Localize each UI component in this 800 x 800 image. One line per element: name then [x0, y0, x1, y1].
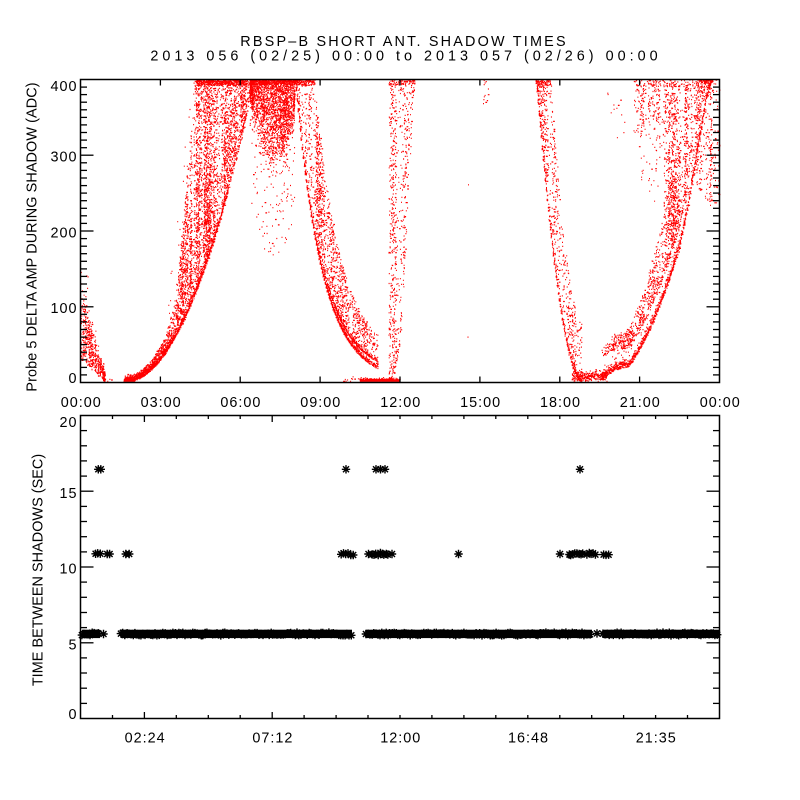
svg-text:400: 400 — [50, 79, 77, 95]
svg-text:03:00: 03:00 — [141, 395, 182, 411]
svg-text:00:00: 00:00 — [700, 395, 741, 411]
svg-text:5: 5 — [68, 638, 77, 654]
svg-text:100: 100 — [50, 301, 77, 317]
svg-text:15:00: 15:00 — [460, 395, 501, 411]
svg-text:21:35: 21:35 — [636, 731, 677, 747]
svg-text:06:00: 06:00 — [220, 395, 261, 411]
svg-text:12:00: 12:00 — [380, 731, 421, 747]
svg-text:02:24: 02:24 — [125, 731, 166, 747]
svg-text:0: 0 — [68, 707, 77, 723]
svg-text:RBSP–B SHORT ANT. SHADOW TIMES: RBSP–B SHORT ANT. SHADOW TIMES — [240, 34, 568, 50]
svg-text:Probe 5 DELTA AMP DURING SHADO: Probe 5 DELTA AMP DURING SHADOW (ADC) — [25, 82, 41, 391]
svg-text:200: 200 — [50, 225, 77, 241]
svg-text:300: 300 — [50, 150, 77, 166]
svg-text:07:12: 07:12 — [252, 731, 293, 747]
svg-text:12:00: 12:00 — [380, 395, 421, 411]
svg-text:TIME BETWEEN SHADOWS (SEC): TIME BETWEEN SHADOWS (SEC) — [31, 454, 47, 686]
svg-text:16:48: 16:48 — [508, 731, 549, 747]
svg-text:09:00: 09:00 — [300, 395, 341, 411]
svg-text:18:00: 18:00 — [540, 395, 581, 411]
svg-text:0: 0 — [68, 371, 77, 387]
svg-text:15: 15 — [59, 486, 77, 502]
svg-text:21:00: 21:00 — [620, 395, 661, 411]
svg-text:10: 10 — [59, 562, 77, 578]
svg-text:2013 056 (02/25) 00:00 to 2013: 2013 056 (02/25) 00:00 to 2013 057 (02/2… — [150, 49, 661, 65]
svg-text:20: 20 — [59, 415, 77, 431]
svg-text:00:00: 00:00 — [61, 395, 102, 411]
